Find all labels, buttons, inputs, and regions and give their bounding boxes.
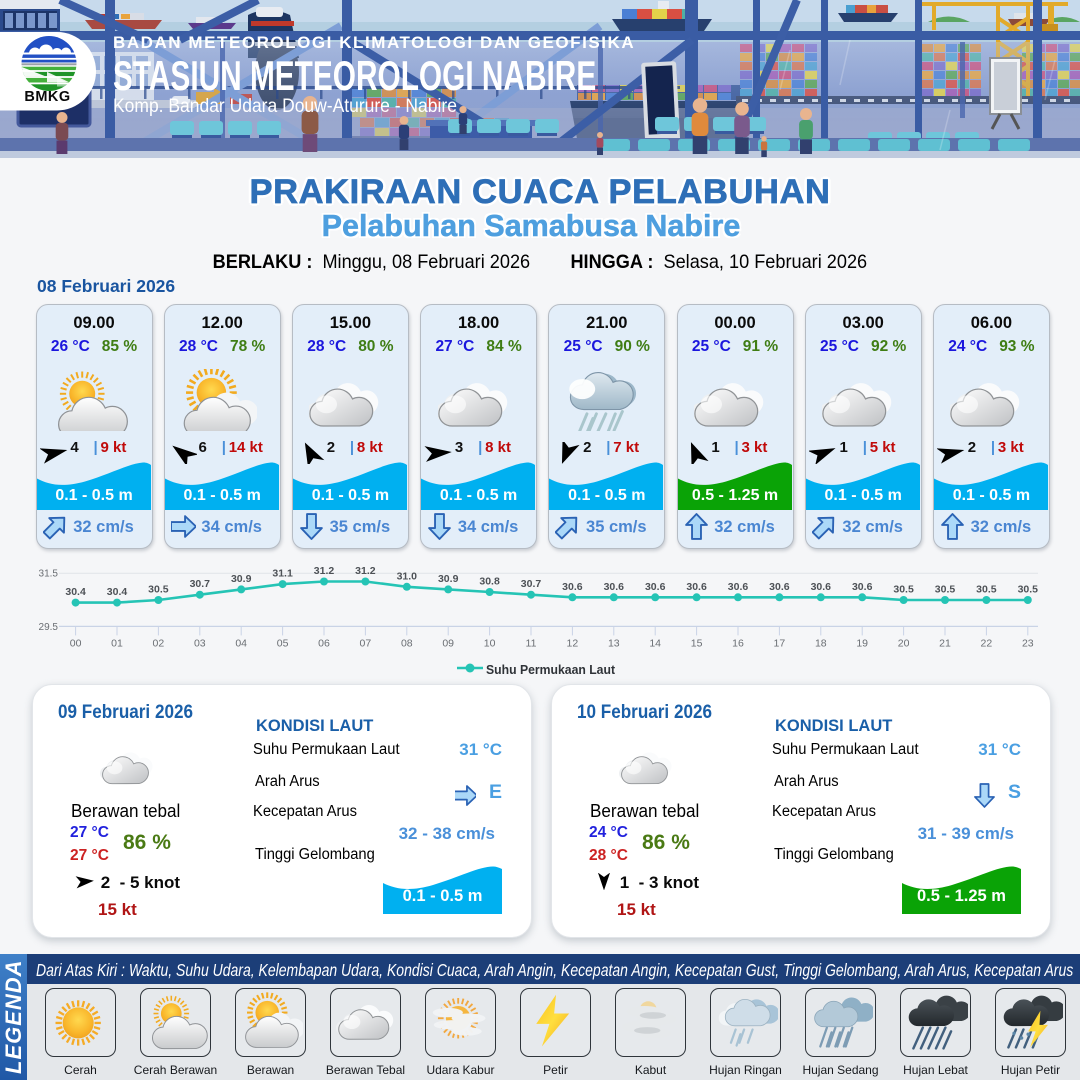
svg-text:30.6: 30.6 [604,581,625,593]
svg-text:30.6: 30.6 [728,581,749,593]
svg-text:12: 12 [567,638,579,650]
svg-text:30.6: 30.6 [852,581,873,593]
svg-text:30.7: 30.7 [190,578,211,590]
svg-text:08: 08 [401,638,413,650]
svg-text:30.5: 30.5 [1018,584,1039,596]
svg-text:31.2: 31.2 [314,565,335,577]
svg-text:13: 13 [608,638,620,650]
svg-text:30.6: 30.6 [769,581,790,593]
svg-text:21: 21 [939,638,951,650]
svg-text:23: 23 [1022,638,1034,650]
svg-text:30.5: 30.5 [935,584,956,596]
svg-text:30.6: 30.6 [645,581,666,593]
svg-text:31.2: 31.2 [355,565,376,577]
svg-text:BMKG: BMKG [24,89,70,105]
svg-text:30.6: 30.6 [811,581,832,593]
svg-text:07: 07 [360,638,372,650]
svg-text:11: 11 [526,638,537,650]
svg-text:03: 03 [194,638,206,650]
svg-text:19: 19 [856,638,868,650]
svg-text:04: 04 [235,638,247,650]
svg-text:16: 16 [732,638,744,650]
svg-text:15: 15 [691,638,703,650]
svg-text:30.6: 30.6 [686,581,707,593]
svg-text:20: 20 [898,638,910,650]
svg-text:30.9: 30.9 [438,573,459,585]
svg-text:01: 01 [111,638,123,650]
svg-text:30.6: 30.6 [562,581,583,593]
svg-text:30.4: 30.4 [107,586,128,598]
svg-text:30.9: 30.9 [231,573,252,585]
svg-text:30.8: 30.8 [479,576,500,588]
svg-text:30.7: 30.7 [521,578,542,590]
svg-text:31.0: 31.0 [397,570,418,582]
svg-text:09: 09 [442,638,454,650]
svg-text:05: 05 [277,638,289,650]
svg-text:10: 10 [484,638,496,650]
svg-text:30.4: 30.4 [65,586,86,598]
svg-text:31.5: 31.5 [39,569,59,580]
svg-text:18: 18 [815,638,827,650]
svg-text:02: 02 [153,638,165,650]
svg-text:31.1: 31.1 [272,568,293,580]
svg-text:30.5: 30.5 [976,584,997,596]
svg-text:22: 22 [981,638,993,650]
svg-text:30.5: 30.5 [148,584,169,596]
svg-text:17: 17 [774,638,786,650]
svg-text:14: 14 [649,638,661,650]
svg-text:00: 00 [70,638,82,650]
svg-text:06: 06 [318,638,330,650]
svg-text:29.5: 29.5 [39,622,59,633]
svg-text:30.5: 30.5 [893,584,914,596]
